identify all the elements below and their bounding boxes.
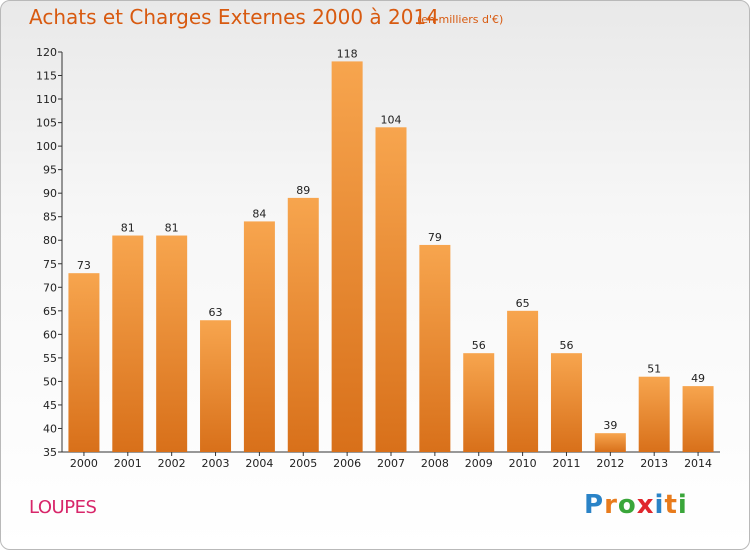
- x-tick-label: 2006: [333, 457, 361, 470]
- bar-2009: [463, 353, 495, 452]
- value-label: 84: [252, 207, 266, 220]
- y-tick-label: 65: [43, 305, 57, 318]
- logo-letter: o: [617, 490, 637, 520]
- y-tick-label: 70: [43, 281, 57, 294]
- x-tick-label: 2007: [377, 457, 405, 470]
- y-tick-label: 110: [36, 93, 57, 106]
- bar-2008: [419, 244, 451, 452]
- logo-letter: t: [664, 490, 678, 520]
- x-tick-label: 2014: [684, 457, 712, 470]
- bar-2000: [68, 273, 100, 452]
- bar-2001: [112, 235, 144, 452]
- bar-2004: [243, 221, 275, 452]
- x-tick-label: 2008: [421, 457, 449, 470]
- value-label: 65: [516, 297, 530, 310]
- chart-bars: [68, 61, 714, 452]
- bar-2007: [375, 127, 407, 452]
- bar-2002: [156, 235, 188, 452]
- logo-letter: i: [654, 490, 665, 520]
- value-label: 56: [472, 339, 486, 352]
- y-tick-label: 40: [43, 422, 57, 435]
- y-tick-label: 75: [43, 258, 57, 271]
- y-tick-label: 35: [43, 446, 57, 459]
- value-label: 73: [77, 259, 91, 272]
- chart-axes: 35 40 45 50 55 60 65 70 75 80 85 90 95 100 105 110 115 12…: [36, 46, 720, 470]
- proxiti-logo[interactable]: Proxiti: [584, 490, 688, 520]
- y-tick-label: 120: [36, 46, 57, 59]
- x-tick-label: 2013: [640, 457, 668, 470]
- bar-2011: [550, 353, 582, 452]
- value-label: 63: [209, 306, 223, 319]
- bar-2005: [287, 197, 319, 452]
- value-label: 79: [428, 231, 442, 244]
- logo-letter: x: [636, 490, 655, 520]
- value-label: 49: [691, 372, 705, 385]
- y-tick-label: 45: [43, 399, 57, 412]
- y-tick-label: 100: [36, 140, 57, 153]
- chart-value-labels: 73 81 81 63 84 89 118 104 79 56 65 56 39 51 49: [77, 47, 705, 432]
- value-label: 39: [603, 419, 617, 432]
- value-label: 56: [559, 339, 573, 352]
- value-label: 104: [381, 113, 402, 126]
- x-tick-label: 2001: [114, 457, 142, 470]
- y-tick-label: 80: [43, 234, 57, 247]
- x-tick-label: 2000: [70, 457, 98, 470]
- chart-title: Achats et Charges Externes 2000 à 2014: [29, 5, 439, 29]
- x-tick-label: 2010: [509, 457, 537, 470]
- y-tick-label: 95: [43, 164, 57, 177]
- x-tick-label: 2004: [245, 457, 273, 470]
- x-tick-label: 2003: [202, 457, 230, 470]
- y-tick-label: 60: [43, 328, 57, 341]
- value-label: 81: [165, 222, 179, 235]
- y-tick-label: 85: [43, 211, 57, 224]
- x-tick-label: 2009: [465, 457, 493, 470]
- value-label: 51: [647, 363, 661, 376]
- y-tick-label: 115: [36, 70, 57, 83]
- chart-subtitle: (en milliers d'€): [417, 13, 504, 26]
- y-tick-label: 105: [36, 117, 57, 130]
- value-label: 81: [121, 222, 135, 235]
- bar-2006: [331, 61, 363, 452]
- y-tick-label: 90: [43, 187, 57, 200]
- bar-2003: [200, 320, 232, 452]
- bar-2014: [682, 386, 714, 452]
- y-tick-label: 55: [43, 352, 57, 365]
- y-tick-label: 50: [43, 375, 57, 388]
- bar-2010: [507, 310, 539, 452]
- value-label: 89: [296, 184, 310, 197]
- x-tick-label: 2012: [596, 457, 624, 470]
- x-tick-label: 2002: [158, 457, 186, 470]
- logo-letter: P: [584, 490, 605, 520]
- x-tick-label: 2011: [552, 457, 580, 470]
- bar-2012: [594, 433, 626, 452]
- x-tick-label: 2005: [289, 457, 317, 470]
- commune-name: LOUPES: [29, 497, 97, 518]
- logo-letter: r: [604, 490, 618, 520]
- bar-2013: [638, 376, 670, 452]
- logo-letter: i: [677, 490, 688, 520]
- value-label: 118: [337, 47, 358, 60]
